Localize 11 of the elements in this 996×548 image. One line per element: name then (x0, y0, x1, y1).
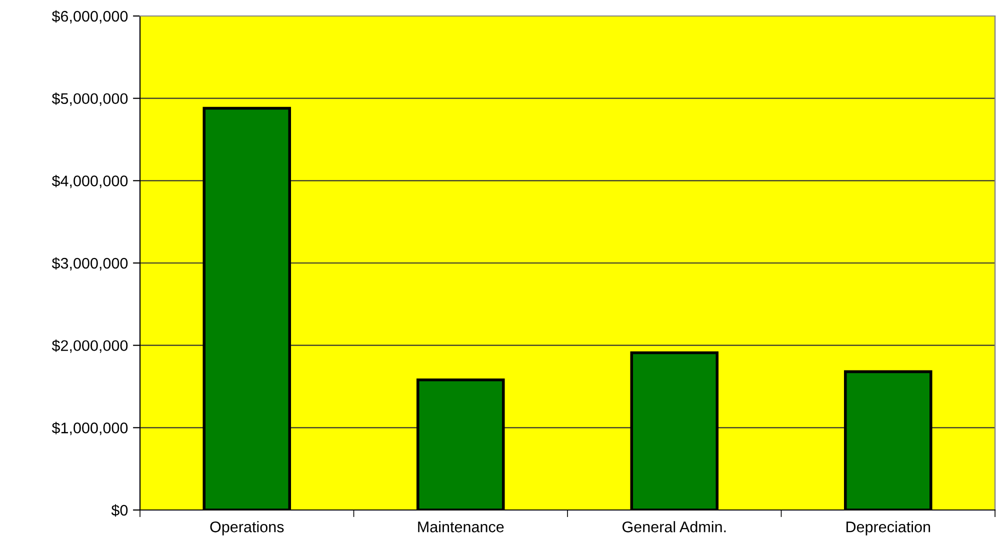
y-tick-label: $5,000,000 (52, 92, 128, 106)
x-tick-label: General Admin. (622, 521, 726, 532)
x-tick-label: Maintenance (418, 521, 504, 532)
y-tick-label: $4,000,000 (52, 174, 128, 188)
y-tick-label: $2,000,000 (52, 340, 128, 353)
y-tick-label: $1,000,000 (52, 422, 128, 436)
y-tick-label: $0 (111, 504, 128, 517)
x-tick-label: Depreciation (846, 521, 930, 536)
y-tick-label: $3,000,000 (52, 257, 128, 270)
x-tick-label: Operations (210, 521, 284, 536)
y-tick-label: $6,000,000 (52, 10, 128, 24)
